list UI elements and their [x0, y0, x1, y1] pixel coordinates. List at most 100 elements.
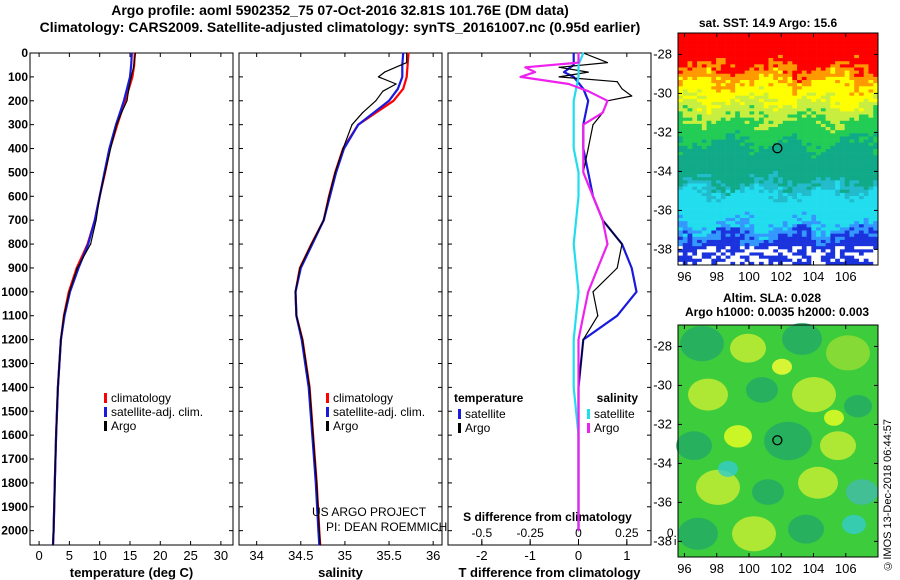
sst-cell	[692, 108, 698, 112]
data-point	[573, 52, 575, 54]
sst-cell	[678, 139, 684, 144]
sst-cell	[720, 186, 726, 191]
sst-cell	[854, 70, 860, 75]
sst-cell	[830, 120, 836, 125]
sst-cell	[839, 95, 845, 100]
sst-cell	[863, 36, 869, 40]
sst-cell	[778, 246, 784, 250]
sst-cell	[825, 145, 831, 150]
sst-cell	[873, 211, 879, 216]
sst-cell	[720, 95, 726, 100]
x-tick-label: 5	[66, 548, 73, 563]
sst-cell	[792, 180, 798, 184]
sst-cell	[720, 155, 726, 159]
sst-cell	[873, 108, 879, 112]
sst-cell	[825, 205, 831, 209]
sst-cell	[678, 36, 684, 40]
sst-cell	[825, 183, 831, 187]
sst-cell	[678, 76, 684, 81]
sst-cell	[835, 174, 841, 178]
sst-cell	[768, 51, 774, 56]
sst-cell	[682, 252, 688, 256]
sst-cell	[868, 174, 874, 178]
sst-cell	[763, 211, 769, 216]
sst-cell	[720, 217, 726, 222]
sst-cell	[820, 136, 826, 140]
sst-cell	[811, 54, 817, 59]
sst-cell	[801, 51, 807, 56]
sst-cell	[792, 177, 798, 181]
data-point	[587, 100, 589, 102]
data-point	[392, 100, 395, 102]
sst-cell	[758, 101, 765, 106]
sst-cell	[758, 142, 765, 147]
sst-cell	[730, 239, 736, 244]
sst-cell	[816, 67, 822, 71]
data-point	[382, 90, 384, 92]
sst-cell	[858, 136, 865, 140]
sst-cell	[692, 136, 698, 140]
sst-cell	[678, 158, 684, 162]
sst-cell	[706, 149, 712, 153]
sst-cell	[773, 139, 779, 144]
data-point	[301, 339, 304, 341]
sst-cell	[773, 258, 779, 263]
sst-cell	[768, 114, 774, 118]
sst-cell	[839, 177, 845, 181]
sst-cell	[692, 152, 698, 156]
sst-cell	[773, 120, 779, 125]
sst-cell	[768, 36, 774, 40]
sst-cell	[782, 76, 788, 81]
sst-cell	[763, 136, 769, 140]
sst-cell	[701, 177, 707, 181]
sst-cell	[768, 208, 774, 213]
sst-cell	[835, 243, 841, 247]
sst-cell	[730, 76, 736, 81]
sst-cell	[811, 130, 817, 134]
sst-cell	[868, 233, 874, 238]
sst-cell	[806, 117, 812, 122]
sst-cell	[749, 224, 755, 228]
sst-cell	[678, 192, 684, 197]
sst-cell	[730, 249, 736, 253]
sst-cell	[849, 76, 855, 81]
sst-cell	[801, 142, 807, 147]
sst-cell	[787, 199, 793, 203]
data-point	[401, 76, 403, 78]
data-point	[573, 147, 575, 150]
sst-cell	[720, 80, 726, 84]
sst-cell	[858, 164, 865, 169]
sst-cell	[792, 246, 798, 250]
sst-cell	[873, 161, 879, 165]
sst-cell	[801, 227, 807, 231]
sst-cell	[849, 36, 855, 40]
sst-cell	[682, 183, 688, 187]
sst-cell	[778, 42, 784, 46]
sst-cell	[806, 111, 812, 115]
sst-cell	[687, 158, 693, 162]
sst-cell	[854, 192, 860, 197]
sst-cell	[825, 192, 831, 197]
data-point	[312, 434, 314, 436]
sst-cell	[763, 117, 769, 122]
sst-cell	[873, 221, 879, 225]
sst-cell	[725, 155, 731, 159]
sst-cell	[763, 145, 769, 150]
sst-cell	[849, 117, 855, 122]
sst-cell	[711, 83, 717, 87]
data-point	[68, 291, 70, 293]
data-point	[126, 88, 128, 90]
sst-cell	[678, 243, 684, 247]
sst-cell	[839, 48, 845, 53]
sst-cell	[725, 239, 731, 244]
sst-cell	[839, 230, 845, 234]
sst-cell	[754, 114, 760, 118]
sst-cell	[797, 95, 803, 100]
sst-cell	[682, 92, 688, 97]
sst-cell	[835, 221, 841, 225]
sst-cell	[716, 73, 722, 78]
sst-cell	[811, 180, 817, 184]
sst-cell	[830, 136, 836, 140]
sst-cell	[844, 155, 850, 159]
sst-cell	[844, 249, 850, 253]
